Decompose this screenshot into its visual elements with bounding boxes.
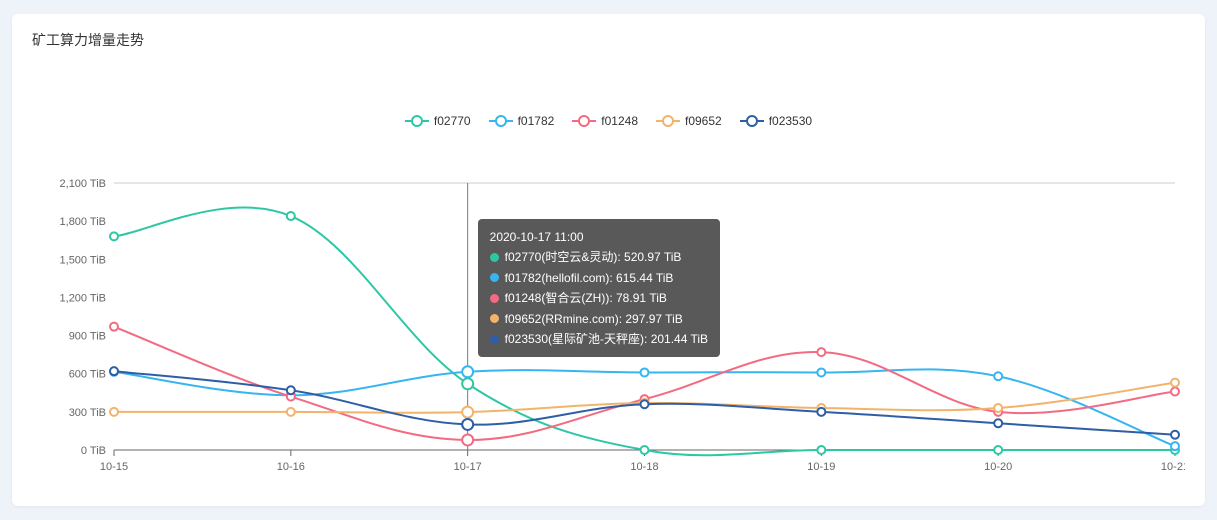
x-axis-label: 10-18 bbox=[630, 461, 658, 473]
y-axis-label: 2,100 TiB bbox=[60, 179, 106, 190]
series-marker-f01782[interactable] bbox=[641, 368, 649, 376]
series-marker-f02770[interactable] bbox=[110, 232, 118, 240]
series-marker-f01248[interactable] bbox=[1171, 388, 1179, 396]
series-marker-f09652[interactable] bbox=[994, 404, 1002, 412]
legend-label: f01782 bbox=[518, 114, 555, 128]
x-axis-label: 10-20 bbox=[984, 461, 1012, 473]
series-marker-f01782[interactable] bbox=[994, 372, 1002, 380]
y-axis-label: 1,800 TiB bbox=[60, 216, 106, 228]
chart-title: 矿工算力增量走势 bbox=[32, 30, 144, 50]
series-marker-f01782[interactable] bbox=[462, 366, 473, 377]
legend-marker-icon bbox=[740, 116, 764, 126]
series-marker-f01248[interactable] bbox=[817, 348, 825, 356]
chart-card: 矿工算力增量走势 f02770 f01782 f01248 f09652 f023530… bbox=[12, 14, 1205, 506]
legend-item-f01248[interactable]: f01248 bbox=[572, 114, 638, 128]
legend-label: f09652 bbox=[685, 114, 722, 128]
x-axis-label: 10-19 bbox=[807, 461, 835, 473]
chart-svg: 0 TiB 300 TiB 600 TiB 900 TiB 1,200 TiB 1,500… bbox=[52, 179, 1185, 476]
x-axis-label: 10-17 bbox=[454, 461, 482, 473]
chart-plot-area: 0 TiB 300 TiB 600 TiB 900 TiB 1,200 TiB 1,500… bbox=[52, 179, 1185, 476]
series-marker-f02770[interactable] bbox=[817, 446, 825, 454]
legend-marker-icon bbox=[656, 116, 680, 126]
series-marker-f01782[interactable] bbox=[817, 368, 825, 376]
legend-item-f09652[interactable]: f09652 bbox=[656, 114, 722, 128]
y-axis-label: 1,200 TiB bbox=[60, 292, 106, 304]
series-marker-f01248[interactable] bbox=[462, 434, 473, 445]
series-marker-f09652[interactable] bbox=[462, 407, 473, 418]
series-marker-f01248[interactable] bbox=[110, 323, 118, 331]
legend-marker-icon bbox=[572, 116, 596, 126]
x-axis-label: 10-16 bbox=[277, 461, 305, 473]
y-axis-label: 300 TiB bbox=[69, 407, 106, 419]
series-marker-f02770[interactable] bbox=[641, 446, 649, 454]
legend-item-f023530[interactable]: f023530 bbox=[740, 114, 812, 128]
series-marker-f023530[interactable] bbox=[462, 419, 473, 430]
series-marker-f023530[interactable] bbox=[1171, 431, 1179, 439]
legend-marker-icon bbox=[405, 116, 429, 126]
series-marker-f01782[interactable] bbox=[1171, 442, 1179, 450]
series-marker-f02770[interactable] bbox=[994, 446, 1002, 454]
legend-item-f01782[interactable]: f01782 bbox=[489, 114, 555, 128]
y-axis-label: 600 TiB bbox=[69, 369, 106, 381]
legend-label: f023530 bbox=[769, 114, 812, 128]
x-axis-label: 10-21 bbox=[1161, 461, 1185, 473]
chart-legend: f02770 f01782 f01248 f09652 f023530 bbox=[12, 114, 1205, 128]
y-axis-label: 0 TiB bbox=[81, 445, 106, 457]
series-marker-f023530[interactable] bbox=[110, 367, 118, 375]
series-marker-f023530[interactable] bbox=[287, 386, 295, 394]
y-axis-label: 1,500 TiB bbox=[60, 254, 106, 266]
series-marker-f023530[interactable] bbox=[994, 419, 1002, 427]
series-marker-f02770[interactable] bbox=[287, 212, 295, 220]
series-line-f01248 bbox=[114, 327, 1175, 440]
legend-label: f01248 bbox=[601, 114, 638, 128]
series-marker-f02770[interactable] bbox=[462, 378, 473, 389]
series-marker-f09652[interactable] bbox=[1171, 379, 1179, 387]
series-line-f02770 bbox=[114, 207, 1175, 455]
legend-marker-icon bbox=[489, 116, 513, 126]
series-marker-f09652[interactable] bbox=[110, 408, 118, 416]
series-marker-f09652[interactable] bbox=[287, 408, 295, 416]
y-axis-label: 900 TiB bbox=[69, 331, 106, 343]
legend-label: f02770 bbox=[434, 114, 471, 128]
series-marker-f023530[interactable] bbox=[641, 400, 649, 408]
x-axis-label: 10-15 bbox=[100, 461, 128, 473]
series-marker-f023530[interactable] bbox=[817, 408, 825, 416]
legend-item-f02770[interactable]: f02770 bbox=[405, 114, 471, 128]
